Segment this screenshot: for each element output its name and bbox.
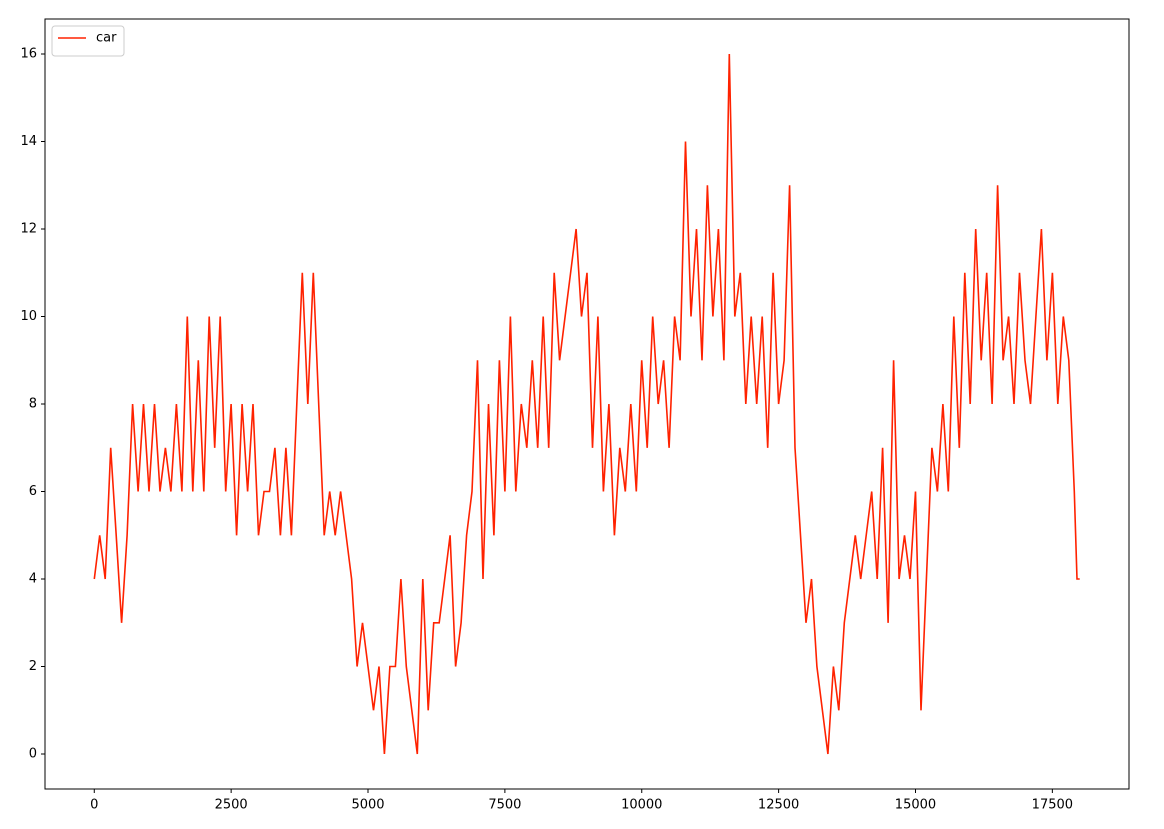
x-tick-label: 0 bbox=[90, 798, 98, 813]
x-tick-label: 12500 bbox=[758, 798, 799, 813]
y-tick-label: 0 bbox=[29, 747, 37, 762]
x-tick-label: 17500 bbox=[1032, 798, 1073, 813]
y-tick-label: 16 bbox=[20, 47, 37, 62]
x-tick-label: 5000 bbox=[351, 798, 384, 813]
legend-label: car bbox=[96, 31, 117, 46]
x-tick-label: 15000 bbox=[895, 798, 936, 813]
data-line bbox=[93, 53, 1080, 755]
y-tick-label: 10 bbox=[20, 309, 37, 324]
x-tick-label: 2500 bbox=[215, 798, 248, 813]
y-tick-label: 6 bbox=[29, 484, 37, 499]
y-tick-label: 12 bbox=[20, 222, 37, 237]
y-tick-label: 14 bbox=[20, 134, 37, 149]
y-tick-label: 4 bbox=[29, 572, 37, 587]
y-tick-label: 8 bbox=[29, 397, 37, 412]
x-tick-label: 7500 bbox=[488, 798, 521, 813]
y-tick-label: 2 bbox=[29, 659, 37, 674]
x-tick-label: 10000 bbox=[621, 798, 662, 813]
legend-box bbox=[51, 25, 125, 57]
plot-frame bbox=[44, 18, 1130, 790]
